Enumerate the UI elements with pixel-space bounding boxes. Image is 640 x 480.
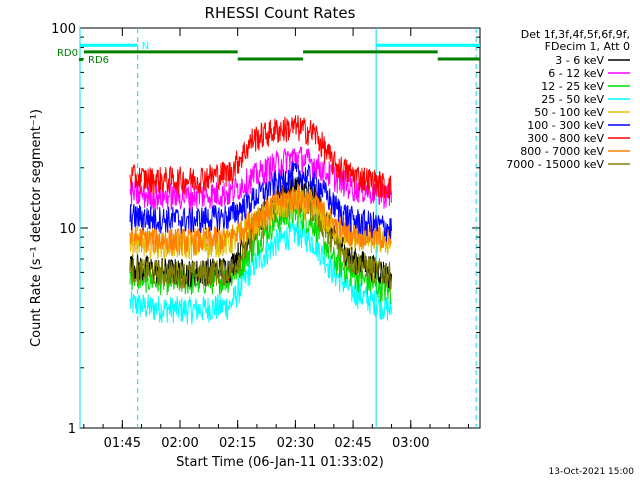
x-tick-labels: 01:45 02:00 02:15 02:30 02:45 03:00 xyxy=(104,436,430,451)
y-tick-label: 1 xyxy=(68,422,76,437)
x-tick-label: 03:00 xyxy=(392,436,429,451)
legend-entry-label: 7000 - 15000 keV xyxy=(506,158,604,171)
legend-entry-label: 800 - 7000 keV xyxy=(520,145,604,158)
rd6-marker xyxy=(79,57,83,61)
attenuator-segments: N RD0 RD6 xyxy=(57,41,480,66)
legend-entry-label: 6 - 12 keV xyxy=(548,67,604,80)
legend-entry-label: 25 - 50 keV xyxy=(541,93,604,106)
series-layer xyxy=(129,115,392,325)
chart-title: RHESSI Count Rates xyxy=(205,4,356,22)
n-segment-label: N xyxy=(142,41,149,52)
x-tick-label: 01:45 xyxy=(104,436,141,451)
legend: Det 1f,3f,4f,5f,6f,9f,FDecim 1, Att 03 -… xyxy=(506,28,630,171)
series-line-300_800keV xyxy=(129,115,392,200)
rd0-label: RD0 xyxy=(57,48,78,59)
legend-entry-label: 12 - 25 keV xyxy=(541,80,604,93)
legend-header: FDecim 1, Att 0 xyxy=(545,40,630,53)
legend-entry-label: 3 - 6 keV xyxy=(555,54,604,67)
series-line-12_25keV xyxy=(129,200,392,305)
series-line-800_7000keV xyxy=(129,184,392,256)
y-tick-label: 100 xyxy=(51,22,76,37)
legend-entry-label: 300 - 800 keV xyxy=(527,132,604,145)
series-line-100_300keV xyxy=(129,160,392,242)
legend-entry-label: 50 - 100 keV xyxy=(534,106,604,119)
y-tick-label: 10 xyxy=(59,222,76,237)
x-tick-label: 02:00 xyxy=(161,436,198,451)
series-line-6_12keV xyxy=(129,146,392,212)
y-axis-label: Count Rate (s⁻¹ detector segment⁻¹) xyxy=(29,109,44,347)
y-tick-labels: 1 10 100 xyxy=(51,22,76,437)
generated-timestamp: 13-Oct-2021 15:00 xyxy=(549,467,635,477)
x-tick-label: 02:30 xyxy=(277,436,314,451)
x-tick-label: 02:45 xyxy=(334,436,371,451)
rd6-label: RD6 xyxy=(88,55,109,66)
legend-entry-label: 100 - 300 keV xyxy=(527,119,604,132)
x-axis-label: Start Time (06-Jan-11 01:33:02) xyxy=(176,455,384,470)
series-line-25_50keV xyxy=(129,220,392,325)
legend-header: Det 1f,3f,4f,5f,6f,9f, xyxy=(521,28,630,41)
x-tick-label: 02:15 xyxy=(219,436,256,451)
